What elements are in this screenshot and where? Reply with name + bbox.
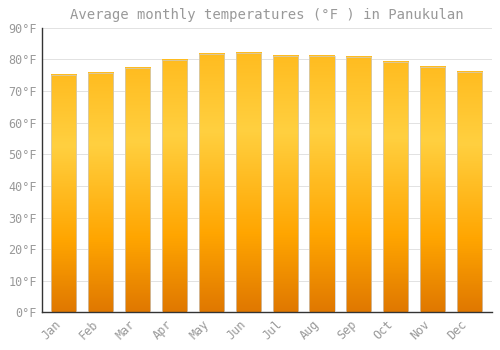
Bar <box>125 68 150 313</box>
Bar <box>346 57 372 313</box>
Bar <box>420 66 445 313</box>
Bar <box>162 60 187 313</box>
Bar <box>310 56 334 313</box>
Bar <box>52 75 76 313</box>
Title: Average monthly temperatures (°F ) in Panukulan: Average monthly temperatures (°F ) in Pa… <box>70 8 464 22</box>
Bar <box>236 53 261 313</box>
Bar <box>199 54 224 313</box>
Bar <box>272 56 297 313</box>
Bar <box>457 72 482 313</box>
Bar <box>88 73 113 313</box>
Bar <box>383 62 408 313</box>
